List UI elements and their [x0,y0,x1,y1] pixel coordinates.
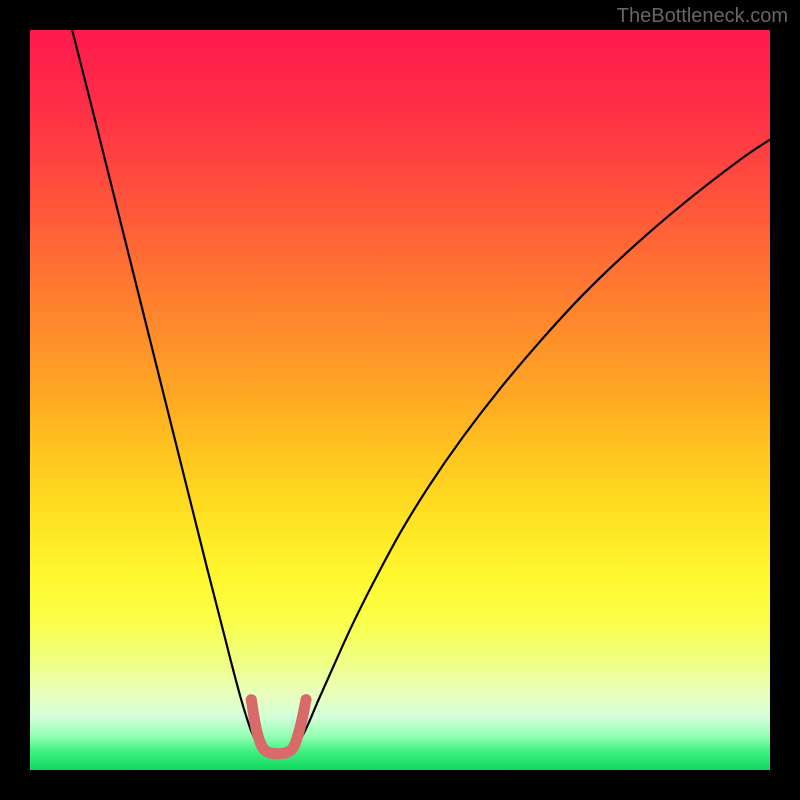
plot-area [30,30,770,770]
curve-left-branch [72,30,261,749]
bottleneck-curve [30,30,770,770]
watermark-text: TheBottleneck.com [617,5,788,28]
curve-right-branch [295,140,770,750]
highlight-markers [246,694,312,759]
